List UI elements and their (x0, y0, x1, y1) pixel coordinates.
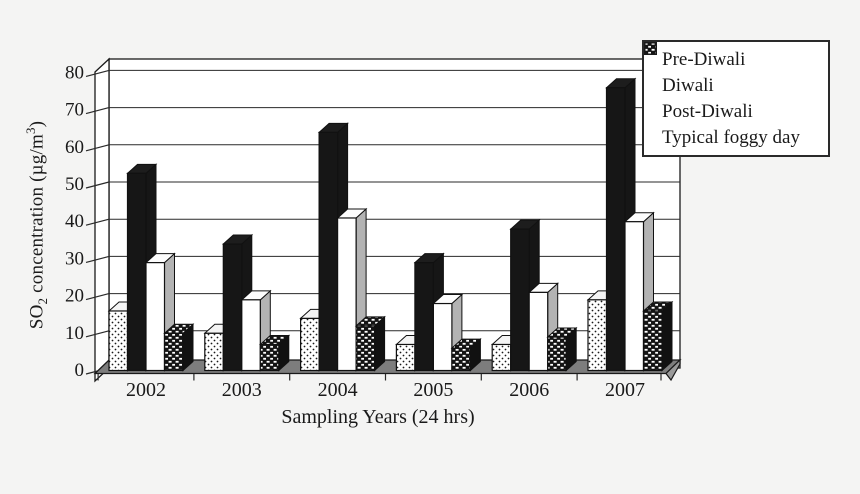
bar-front-face (642, 310, 663, 372)
bar-front-face (491, 343, 512, 372)
x-tick-label-2007: 2007 (605, 379, 645, 401)
legend-item-post-diwali: Post-Diwali (644, 42, 824, 123)
x-tick-label-2004: 2004 (318, 379, 358, 401)
y-axis-title: SO2 concentration (µg/m3) (23, 120, 51, 330)
bar-front-face (587, 299, 608, 372)
plot-back-wall (108, 58, 681, 369)
bar-2005-typical-foggy-day (450, 338, 482, 372)
bar-2004-typical-foggy-day (354, 315, 386, 372)
bar-front-face (259, 343, 280, 372)
typical-foggy-day-swatch-icon (644, 42, 657, 55)
legend-label: Post-Diwali (662, 101, 753, 123)
y-tick-label-0: 0 (75, 360, 85, 381)
bar-front-face (624, 221, 645, 372)
bar-front-face (337, 217, 357, 372)
bar-front-face (528, 291, 549, 372)
y-tick-50 (85, 181, 110, 189)
bar-front-face (204, 332, 224, 372)
bar-2007-typical-foggy-day (642, 300, 674, 372)
bar-front-face (414, 262, 434, 372)
bar-front-face (145, 262, 166, 372)
x-axis-title: Sampling Years (24 hrs) (281, 406, 475, 428)
bar-front-face (432, 302, 453, 372)
legend-label: Diwali (662, 74, 714, 96)
bar-2003-post-diwali (240, 289, 272, 372)
bar-front-face (126, 172, 147, 372)
y-tick-label-80: 80 (65, 62, 84, 83)
y-tick-40 (85, 218, 110, 226)
bar-front-face (395, 343, 416, 372)
y-tick-20 (85, 293, 110, 301)
legend-item-pre-diwali: Pre-Diwali (644, 42, 824, 70)
y-tick-80 (85, 69, 110, 77)
bar-front-face (318, 131, 339, 372)
y-tick-70 (85, 107, 110, 115)
bar-front-face (163, 332, 184, 372)
x-tick-label-2005: 2005 (413, 379, 453, 401)
y-tick-label-40: 40 (65, 211, 84, 232)
bar-side-face (661, 300, 673, 372)
y-tick-label-50: 50 (65, 174, 84, 195)
y-tick-label-60: 60 (65, 137, 84, 158)
y-tick-label-70: 70 (65, 100, 84, 121)
y-tick-label-10: 10 (65, 323, 84, 344)
x-tick-label-2003: 2003 (222, 379, 262, 401)
bar-front-face (108, 310, 129, 372)
legend-label: Pre-Diwali (662, 48, 746, 70)
bar-2002-typical-foggy-day (163, 323, 195, 372)
y-tick-label-20: 20 (65, 286, 84, 307)
legend-label: Typical foggy day (662, 127, 800, 149)
bar-front-face (222, 243, 243, 372)
legend-item-diwali: Diwali (644, 42, 824, 96)
y-tick-30 (85, 255, 110, 263)
bar-front-face (605, 87, 626, 372)
bar-front-face (451, 347, 471, 372)
chart-legend: Pre-Diwali Diwali Post-Diwali Typical fo… (642, 40, 830, 157)
bar-front-face (300, 317, 320, 372)
bar-2006-typical-foggy-day (546, 326, 578, 372)
legend-item-typical-foggy-day: Typical foggy day (644, 42, 824, 149)
bar-front-face (510, 228, 530, 372)
bar-2003-typical-foggy-day (258, 334, 291, 372)
bar-front-face (547, 336, 567, 372)
y-tick-60 (85, 144, 110, 152)
x-tick-label-2006: 2006 (509, 379, 549, 401)
y-tick-label-30: 30 (65, 248, 84, 269)
plot-floor-lip (665, 358, 681, 382)
bar-front-face (355, 325, 376, 372)
x-tick-label-2002: 2002 (126, 379, 166, 401)
y-tick-10 (85, 330, 110, 338)
bar-front-face (241, 299, 261, 372)
